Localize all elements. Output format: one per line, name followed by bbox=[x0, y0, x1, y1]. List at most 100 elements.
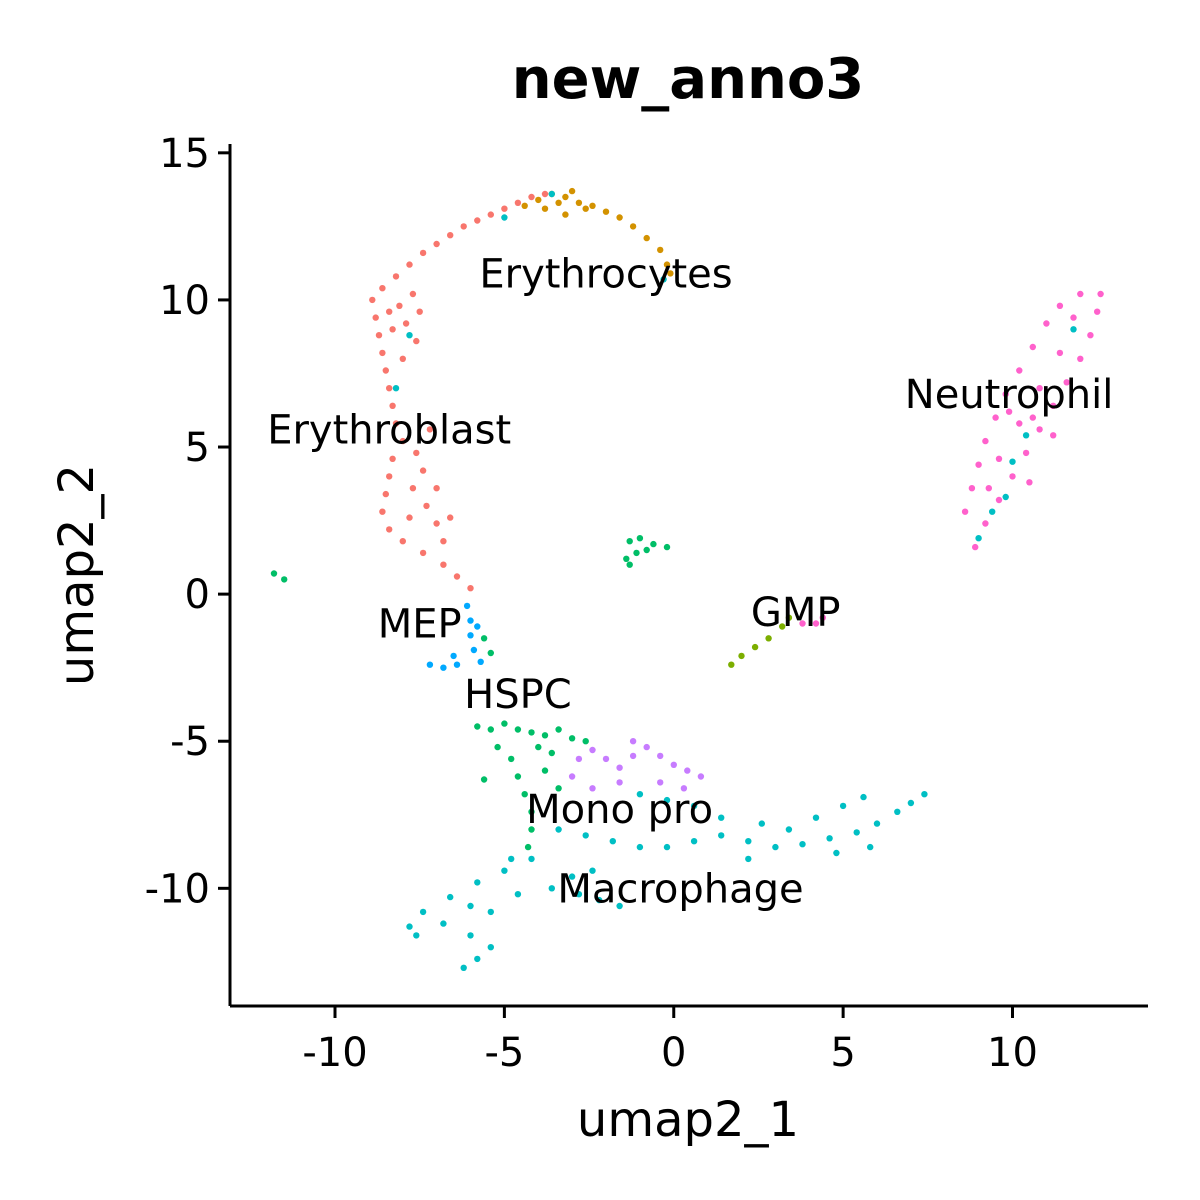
data-point bbox=[785, 826, 793, 833]
data-point bbox=[487, 211, 494, 218]
data-point bbox=[467, 932, 474, 939]
data-point bbox=[1009, 458, 1016, 465]
data-point bbox=[1002, 390, 1009, 398]
data-point bbox=[416, 308, 423, 315]
data-point bbox=[690, 802, 698, 810]
data-point bbox=[423, 502, 430, 510]
y-tick-label: 15 bbox=[159, 131, 210, 177]
data-point bbox=[419, 549, 427, 557]
cluster-label-mono-pro: Mono pro bbox=[526, 787, 713, 833]
data-point bbox=[392, 420, 400, 427]
series-neutrophil bbox=[799, 290, 1104, 627]
data-point bbox=[972, 543, 979, 551]
data-point bbox=[1005, 408, 1013, 415]
data-point bbox=[596, 896, 603, 904]
data-point bbox=[535, 743, 542, 751]
data-point bbox=[728, 661, 735, 668]
data-point bbox=[636, 791, 644, 798]
data-point bbox=[480, 776, 488, 783]
data-point bbox=[392, 385, 400, 392]
data-point bbox=[860, 793, 867, 801]
y-tick-label: 5 bbox=[185, 425, 210, 471]
data-point bbox=[524, 843, 532, 851]
data-point bbox=[555, 199, 562, 206]
data-point bbox=[541, 205, 549, 212]
data-point bbox=[528, 193, 535, 201]
data-point bbox=[819, 614, 826, 621]
data-point bbox=[629, 223, 637, 230]
data-point bbox=[548, 885, 555, 892]
data-point bbox=[447, 514, 454, 521]
data-point bbox=[1002, 493, 1009, 501]
data-point bbox=[480, 635, 488, 642]
data-point bbox=[494, 743, 501, 751]
data-point bbox=[589, 785, 596, 792]
data-point bbox=[602, 755, 610, 763]
data-point bbox=[575, 199, 583, 206]
data-point bbox=[772, 843, 779, 851]
data-point bbox=[389, 455, 396, 462]
data-point bbox=[626, 561, 633, 568]
data-point bbox=[575, 755, 583, 763]
data-point bbox=[633, 549, 640, 557]
data-point bbox=[873, 820, 881, 827]
data-point bbox=[389, 326, 396, 333]
data-point bbox=[382, 367, 389, 374]
data-point bbox=[562, 211, 569, 218]
data-point bbox=[396, 302, 403, 309]
data-point bbox=[453, 573, 461, 580]
data-point bbox=[375, 332, 383, 339]
data-point bbox=[568, 773, 576, 780]
data-point bbox=[589, 202, 596, 209]
x-tick-label: -10 bbox=[302, 1030, 367, 1076]
data-point bbox=[718, 814, 725, 821]
data-point bbox=[433, 520, 440, 527]
data-point bbox=[667, 270, 674, 277]
data-point bbox=[1050, 432, 1057, 439]
data-point bbox=[785, 614, 793, 621]
data-point bbox=[548, 190, 555, 198]
data-point bbox=[555, 726, 562, 733]
data-point bbox=[501, 214, 508, 221]
data-point bbox=[474, 723, 481, 730]
data-point bbox=[528, 855, 535, 863]
data-point bbox=[589, 867, 596, 874]
data-point bbox=[379, 349, 386, 357]
data-point bbox=[985, 485, 992, 492]
data-point bbox=[982, 520, 989, 527]
data-point bbox=[541, 190, 549, 198]
data-point bbox=[399, 437, 406, 445]
data-point bbox=[470, 646, 478, 654]
data-point bbox=[1070, 326, 1077, 333]
data-point bbox=[419, 467, 427, 474]
data-point bbox=[1009, 473, 1016, 480]
data-point bbox=[663, 796, 671, 804]
data-point bbox=[745, 855, 752, 863]
data-point bbox=[528, 729, 535, 736]
data-point bbox=[1036, 426, 1043, 433]
cluster-label-neutrophil: Neutrophil bbox=[905, 372, 1114, 418]
data-point bbox=[799, 620, 806, 627]
data-point bbox=[1022, 432, 1030, 439]
data-point bbox=[718, 832, 725, 839]
data-point bbox=[535, 196, 542, 204]
data-point bbox=[690, 838, 698, 845]
data-point bbox=[474, 623, 481, 630]
data-point bbox=[460, 964, 467, 971]
data-point bbox=[650, 540, 657, 548]
data-point bbox=[1094, 308, 1101, 315]
data-point bbox=[1026, 479, 1033, 486]
y-tick-label: 10 bbox=[159, 278, 210, 324]
data-point bbox=[426, 661, 434, 668]
data-point bbox=[406, 261, 413, 268]
data-point bbox=[467, 585, 474, 592]
data-point bbox=[413, 932, 420, 939]
data-point bbox=[508, 755, 515, 763]
cluster-labels-layer: Erythrocytes Neutrophil Erythroblast MEP GMP… bbox=[267, 251, 1113, 912]
data-point bbox=[501, 867, 508, 874]
data-point bbox=[657, 779, 664, 786]
data-point bbox=[555, 826, 562, 833]
data-point bbox=[1056, 349, 1064, 357]
data-point bbox=[663, 261, 671, 268]
data-point bbox=[745, 838, 752, 845]
